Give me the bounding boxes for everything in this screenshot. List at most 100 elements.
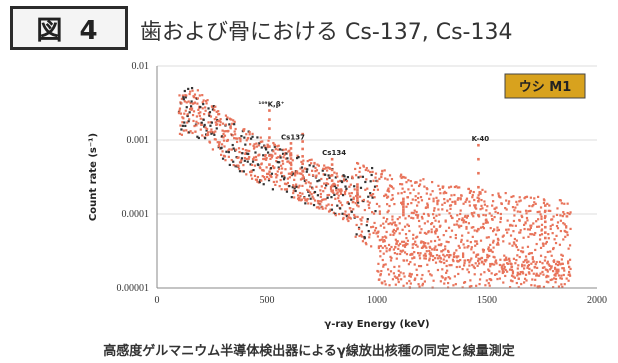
data-point <box>546 260 549 263</box>
data-point <box>494 260 497 263</box>
data-point <box>326 194 329 197</box>
data-point <box>466 259 470 262</box>
data-point <box>195 124 198 127</box>
data-point <box>548 264 551 267</box>
data-point <box>539 213 542 216</box>
peak-point <box>544 225 547 229</box>
data-point <box>411 198 414 201</box>
data-point <box>205 129 208 132</box>
data-point <box>261 140 264 143</box>
data-point <box>276 170 279 173</box>
data-point <box>276 174 279 177</box>
data-point <box>364 241 367 245</box>
data-point <box>320 200 323 203</box>
data-point <box>402 259 406 262</box>
data-point <box>350 210 353 213</box>
peak-point <box>289 152 293 155</box>
peak-point <box>356 194 359 197</box>
data-point <box>361 216 364 219</box>
peak-label: K-40 <box>472 135 490 143</box>
data-point <box>373 229 377 232</box>
data-point <box>293 196 296 199</box>
data-point <box>206 99 209 102</box>
data-point <box>549 209 552 213</box>
data-point <box>219 121 222 124</box>
data-point <box>354 215 357 218</box>
data-point <box>446 209 449 212</box>
data-point <box>515 259 518 262</box>
data-point <box>481 225 485 228</box>
data-point <box>402 176 406 179</box>
data-point <box>338 200 341 203</box>
data-point <box>564 230 567 233</box>
data-point <box>416 273 419 277</box>
data-point <box>300 198 304 201</box>
data-point <box>334 212 337 215</box>
data-point <box>466 239 469 242</box>
data-point <box>484 260 487 263</box>
data-point <box>397 280 400 284</box>
data-point <box>460 224 463 228</box>
data-point <box>533 201 536 204</box>
data-point <box>419 265 423 268</box>
data-point <box>511 270 515 273</box>
data-point <box>529 209 532 212</box>
data-point <box>426 220 429 223</box>
data-point <box>438 213 441 216</box>
data-point <box>489 243 492 247</box>
data-point <box>544 268 547 271</box>
peak-point <box>268 127 271 130</box>
data-point <box>249 143 252 146</box>
data-point <box>241 147 244 151</box>
data-point <box>211 108 214 111</box>
data-point <box>273 144 276 147</box>
data-point <box>554 274 557 277</box>
data-point <box>410 211 413 214</box>
data-point <box>519 231 522 234</box>
peak-point <box>477 213 480 217</box>
data-point <box>250 169 253 172</box>
data-point <box>341 193 345 197</box>
data-point <box>543 199 546 202</box>
data-point <box>472 251 475 254</box>
data-point <box>436 257 440 260</box>
data-point <box>391 215 394 218</box>
data-point <box>565 225 568 228</box>
data-point <box>374 210 377 213</box>
peak-point <box>301 140 304 143</box>
data-point <box>437 243 441 247</box>
data-point <box>512 275 515 278</box>
data-point <box>373 185 377 188</box>
data-point <box>553 277 556 280</box>
data-point <box>421 284 424 287</box>
data-point <box>245 133 248 136</box>
data-point <box>518 219 521 222</box>
data-point <box>437 220 441 223</box>
data-point <box>227 129 230 133</box>
data-point <box>387 222 390 226</box>
data-point <box>522 267 526 270</box>
data-point <box>512 219 516 223</box>
data-point <box>368 201 371 204</box>
data-point <box>399 242 402 245</box>
data-point <box>201 107 204 110</box>
data-point <box>224 159 227 162</box>
data-point <box>553 260 556 263</box>
data-point <box>525 258 528 261</box>
data-point <box>399 175 402 178</box>
data-point <box>230 148 233 151</box>
data-point <box>344 189 348 192</box>
data-point <box>253 143 256 146</box>
data-point <box>455 223 458 226</box>
data-point <box>528 252 531 255</box>
data-point <box>506 270 509 273</box>
data-point <box>398 232 401 235</box>
data-point <box>288 184 291 188</box>
data-point <box>418 183 422 186</box>
data-point <box>184 96 187 99</box>
data-point <box>287 160 290 163</box>
data-point <box>350 198 353 201</box>
data-point <box>271 165 274 168</box>
data-point <box>533 284 536 287</box>
data-point <box>499 212 502 216</box>
